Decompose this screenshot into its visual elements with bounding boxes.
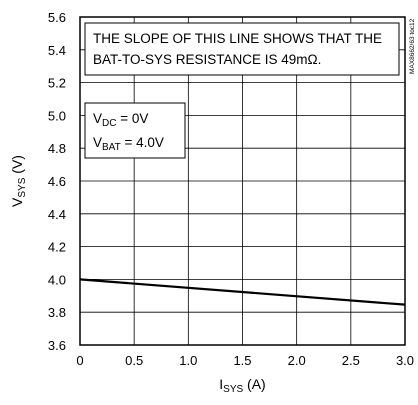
x-title-main: I [219,376,223,392]
y-tick-label: 4.0 [48,272,66,287]
vdc-sub: DC [102,118,116,129]
x-tick-label: 0 [76,353,83,368]
annotation-vbat: VBAT = 4.0V [93,135,164,153]
vdc-main: V [93,111,102,126]
series-line [79,278,406,306]
y-title-unit: (V) [9,155,25,178]
y-tick-label: 4.2 [48,240,66,255]
x-tick-label: 0.5 [125,353,143,368]
x-title-unit: (A) [243,376,266,392]
annotation-vdc: VDC = 0V [93,111,148,129]
y-tick-label: 4.4 [48,207,66,222]
y-tick-label: 5.2 [48,76,66,91]
x-tick-label: 1.5 [233,353,251,368]
x-tick-label: 2.5 [342,353,360,368]
tick-labels: 0 0.5 1.0 1.5 2.0 2.5 3.0 3.6 3.8 4.0 4.2 4.4 4.6 4.8… [48,10,414,368]
y-tick-label: 3.6 [48,338,66,353]
y-tick-label: 4.6 [48,174,66,189]
y-tick-label: 5.0 [48,108,66,123]
annotation-slope-line1: THE SLOPE OF THIS LINE SHOWS THAT THE [93,31,382,46]
y-tick-label: 4.8 [48,141,66,156]
y-axis-title: VSYS (V) [9,155,28,207]
vbat-sub: BAT [102,142,121,153]
annotation-box-slope [84,22,400,76]
x-tick-label: 1.0 [179,353,197,368]
side-identifier: MAX8662/63 toc12 [409,18,416,74]
vbat-main: V [93,135,102,150]
vdc-rest: = 0V [116,111,148,126]
plot-frame [79,16,406,346]
y-tick-label: 5.4 [48,43,66,58]
x-tick-label: 3.0 [396,353,414,368]
x-tick-label: 2.0 [288,353,306,368]
x-axis-title: ISYS (A) [219,376,265,395]
y-title-sub: SYS [17,177,28,197]
x-title-sub: SYS [223,384,243,395]
y-title-main: V [9,197,25,207]
vbat-rest: = 4.0V [121,135,164,150]
y-tick-label: 5.6 [48,10,66,25]
annotation-slope-line2: BAT-TO-SYS RESISTANCE IS 49mΩ. [93,52,321,67]
annotation-box-conditions [84,102,186,159]
y-tick-label: 3.8 [48,305,66,320]
